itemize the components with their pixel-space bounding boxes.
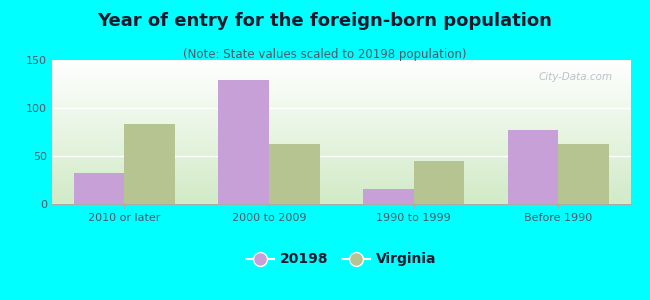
Legend: 20198, Virginia: 20198, Virginia [241,247,441,272]
Text: (Note: State values scaled to 20198 population): (Note: State values scaled to 20198 popu… [183,48,467,61]
Bar [218,80,269,204]
Bar [508,130,558,204]
Text: City-Data.com: City-Data.com [539,71,613,82]
Text: Year of entry for the foreign-born population: Year of entry for the foreign-born popul… [98,12,552,30]
Bar [124,124,175,204]
Bar [363,189,413,204]
Bar [73,173,124,204]
Bar [558,145,609,204]
Bar [413,161,464,204]
Bar [269,143,320,204]
